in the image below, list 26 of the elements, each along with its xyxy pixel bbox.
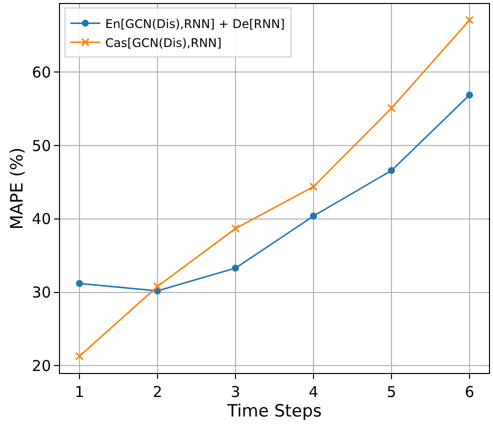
x-tick-label: 1	[74, 383, 84, 401]
y-tick-label: 40	[32, 210, 51, 228]
point	[231, 224, 240, 233]
point	[310, 212, 317, 220]
x-tick-label: 4	[308, 383, 318, 401]
point	[153, 282, 162, 291]
legend-label: Cas[GCN(Dis),RNN]	[105, 36, 222, 50]
point	[232, 264, 239, 272]
point	[387, 104, 396, 112]
x-axis-title: Time Steps	[226, 401, 322, 422]
point	[466, 91, 473, 98]
y-axis-title: MAPE (%)	[7, 147, 28, 230]
point	[465, 16, 474, 24]
x-tick-label: 6	[464, 383, 474, 401]
y-tick-label: 50	[32, 136, 51, 155]
point	[388, 167, 395, 174]
x-tick-label: 5	[386, 383, 396, 401]
point	[75, 352, 84, 360]
y-tick-label: 20	[32, 356, 51, 375]
point	[309, 182, 318, 191]
x-tick-label: 3	[230, 383, 240, 401]
point	[76, 280, 83, 287]
legend-label: En[GCN(Dis),RNN] + De[RNN]	[105, 16, 285, 31]
y-tick-label: 60	[32, 63, 51, 82]
x-tick-label: 2	[152, 383, 162, 401]
y-tick-label: 30	[32, 284, 51, 302]
